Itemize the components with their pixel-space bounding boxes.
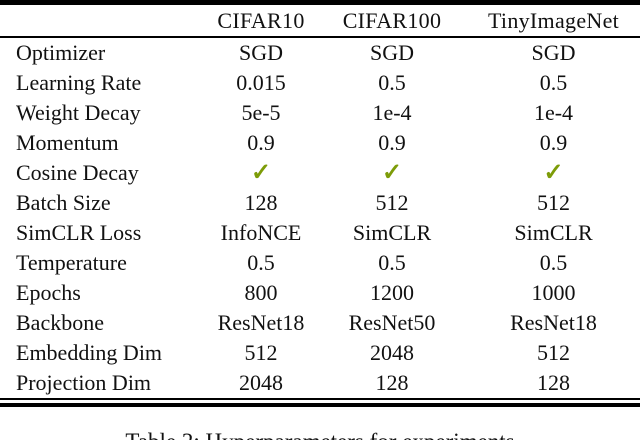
cell-value: 1e-4	[533, 100, 574, 125]
table-caption: Table 2: Hyperparameters for experiments	[0, 428, 640, 440]
cell-value: 128	[375, 370, 409, 395]
table-row-optimizer: Optimizer SGD SGD SGD	[0, 38, 640, 68]
cell-value: 512	[375, 190, 409, 215]
cell-value: SGD	[369, 40, 414, 65]
cell-value: ResNet18	[217, 310, 305, 335]
table-header-rule	[0, 36, 640, 38]
cell-value: 0.5	[247, 250, 275, 275]
cell-value: ResNet18	[510, 310, 597, 335]
cell-value: InfoNCE	[220, 220, 302, 245]
cell-value: 0.5	[378, 70, 406, 95]
table-bottom-thick-rule	[0, 403, 640, 407]
cell-value: 5e-5	[241, 100, 281, 125]
row-label: Learning Rate	[16, 70, 142, 95]
table-row-embedding-dim: Embedding Dim 512 2048 512	[0, 338, 640, 368]
cell-value: 1200	[370, 280, 414, 305]
table-row-weight-decay: Weight Decay 5e-5 1e-4 1e-4	[0, 98, 640, 128]
cell-value: 0.9	[378, 130, 406, 155]
row-label: Momentum	[16, 130, 119, 155]
table-row-epochs: Epochs 800 1200 1000	[0, 278, 640, 308]
column-header-cifar100: CIFAR100	[342, 7, 442, 33]
row-label: Weight Decay	[16, 100, 141, 125]
row-label: Projection Dim	[16, 370, 152, 395]
table-row-temperature: Temperature 0.5 0.5 0.5	[0, 248, 640, 278]
checkmark-icon: ✓	[543, 160, 564, 186]
cell-value: 0.5	[539, 250, 568, 275]
cell-value: ResNet50	[348, 310, 436, 335]
checkmark-icon: ✓	[381, 160, 403, 186]
cell-value: 512	[537, 190, 570, 215]
cell-value: 2048	[370, 340, 414, 365]
cell-value: 0.5	[539, 70, 568, 95]
row-label: SimCLR Loss	[16, 220, 142, 245]
table-row-batch-size: Batch Size 128 512 512	[0, 188, 640, 218]
cell-value: 128	[244, 190, 278, 215]
cell-value: 800	[244, 280, 278, 305]
column-header-tinyimagenet: TinyImageNet	[487, 7, 620, 33]
row-label: Cosine Decay	[16, 160, 139, 185]
table-row-cosine-decay: Cosine Decay ✓ ✓ ✓	[0, 158, 640, 188]
cell-value: 0.9	[247, 130, 275, 155]
cell-value: SimCLR	[514, 220, 593, 245]
cell-value: 128	[537, 370, 570, 395]
cell-value: 512	[537, 340, 570, 365]
table-row-projection-dim: Projection Dim 2048 128 128	[0, 368, 640, 398]
row-label: Batch Size	[16, 190, 111, 215]
table-bottom-thin-rule	[0, 398, 640, 400]
row-label: Optimizer	[16, 40, 106, 65]
table-row-momentum: Momentum 0.9 0.9 0.9	[0, 128, 640, 158]
row-label: Backbone	[16, 310, 104, 335]
table-row-learning-rate: Learning Rate 0.015 0.5 0.5	[0, 68, 640, 98]
table-body: Optimizer SGD SGD SGD Learning Rate 0.01…	[0, 38, 640, 398]
checkmark-icon: ✓	[250, 160, 272, 186]
table-top-rule	[0, 0, 640, 5]
cell-value: 1000	[531, 280, 576, 305]
table-row-simclr-loss: SimCLR Loss InfoNCE SimCLR SimCLR	[0, 218, 640, 248]
cell-value: 2048	[239, 370, 283, 395]
cell-value: 512	[244, 340, 278, 365]
cell-value: 0.015	[236, 70, 286, 95]
cell-value: 0.9	[539, 130, 568, 155]
cell-value: SGD	[531, 40, 576, 65]
cell-value: SGD	[238, 40, 283, 65]
cell-value: 0.5	[378, 250, 406, 275]
row-label: Embedding Dim	[16, 340, 163, 365]
table-row-backbone: Backbone ResNet18 ResNet50 ResNet18	[0, 308, 640, 338]
cell-value: SimCLR	[352, 220, 432, 245]
table-header-row: CIFAR10 CIFAR100 TinyImageNet	[0, 5, 640, 36]
row-label: Epochs	[16, 280, 81, 305]
row-label: Temperature	[16, 250, 127, 275]
column-header-cifar10: CIFAR10	[217, 7, 305, 33]
cell-value: 1e-4	[372, 100, 412, 125]
